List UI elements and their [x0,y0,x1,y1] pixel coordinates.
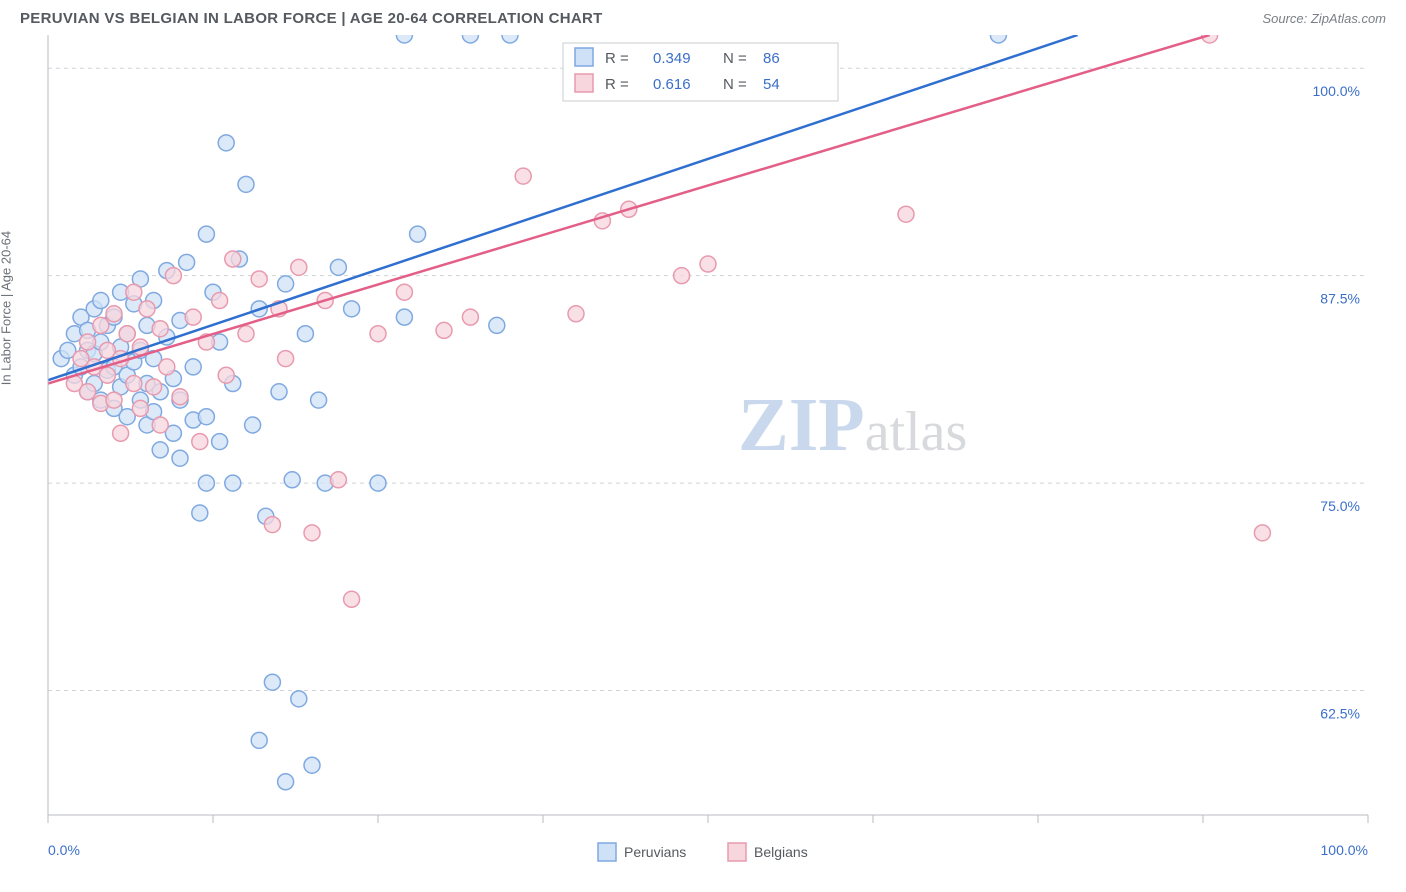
svg-text:Peruvians: Peruvians [624,844,686,860]
svg-text:Belgians: Belgians [754,844,808,860]
svg-text:R =: R = [605,76,629,93]
svg-text:87.5%: 87.5% [1320,291,1360,307]
svg-text:75.0%: 75.0% [1320,498,1360,514]
chart-container: In Labor Force | Age 20-64 62.5%75.0%87.… [18,35,1388,875]
svg-text:54: 54 [763,76,780,93]
svg-text:100.0%: 100.0% [1321,842,1368,858]
chart-source: Source: ZipAtlas.com [1262,11,1386,26]
svg-text:0.0%: 0.0% [48,842,80,858]
svg-text:R =: R = [605,50,629,67]
svg-text:N =: N = [723,50,747,67]
svg-text:0.349: 0.349 [653,50,691,67]
svg-text:86: 86 [763,50,780,67]
svg-text:N =: N = [723,76,747,93]
y-axis-label: In Labor Force | Age 20-64 [0,231,14,385]
chart-header: PERUVIAN VS BELGIAN IN LABOR FORCE | AGE… [0,0,1406,35]
svg-text:0.616: 0.616 [653,76,691,93]
svg-text:ZIPatlas: ZIPatlas [738,383,967,467]
svg-text:100.0%: 100.0% [1313,83,1360,99]
svg-text:62.5%: 62.5% [1320,706,1360,722]
chart-title: PERUVIAN VS BELGIAN IN LABOR FORCE | AGE… [20,10,603,27]
correlation-chart: 62.5% 75.0% 87.5% 100.0% ZIPatlas 0.0% 100.0% R… [18,35,1388,875]
